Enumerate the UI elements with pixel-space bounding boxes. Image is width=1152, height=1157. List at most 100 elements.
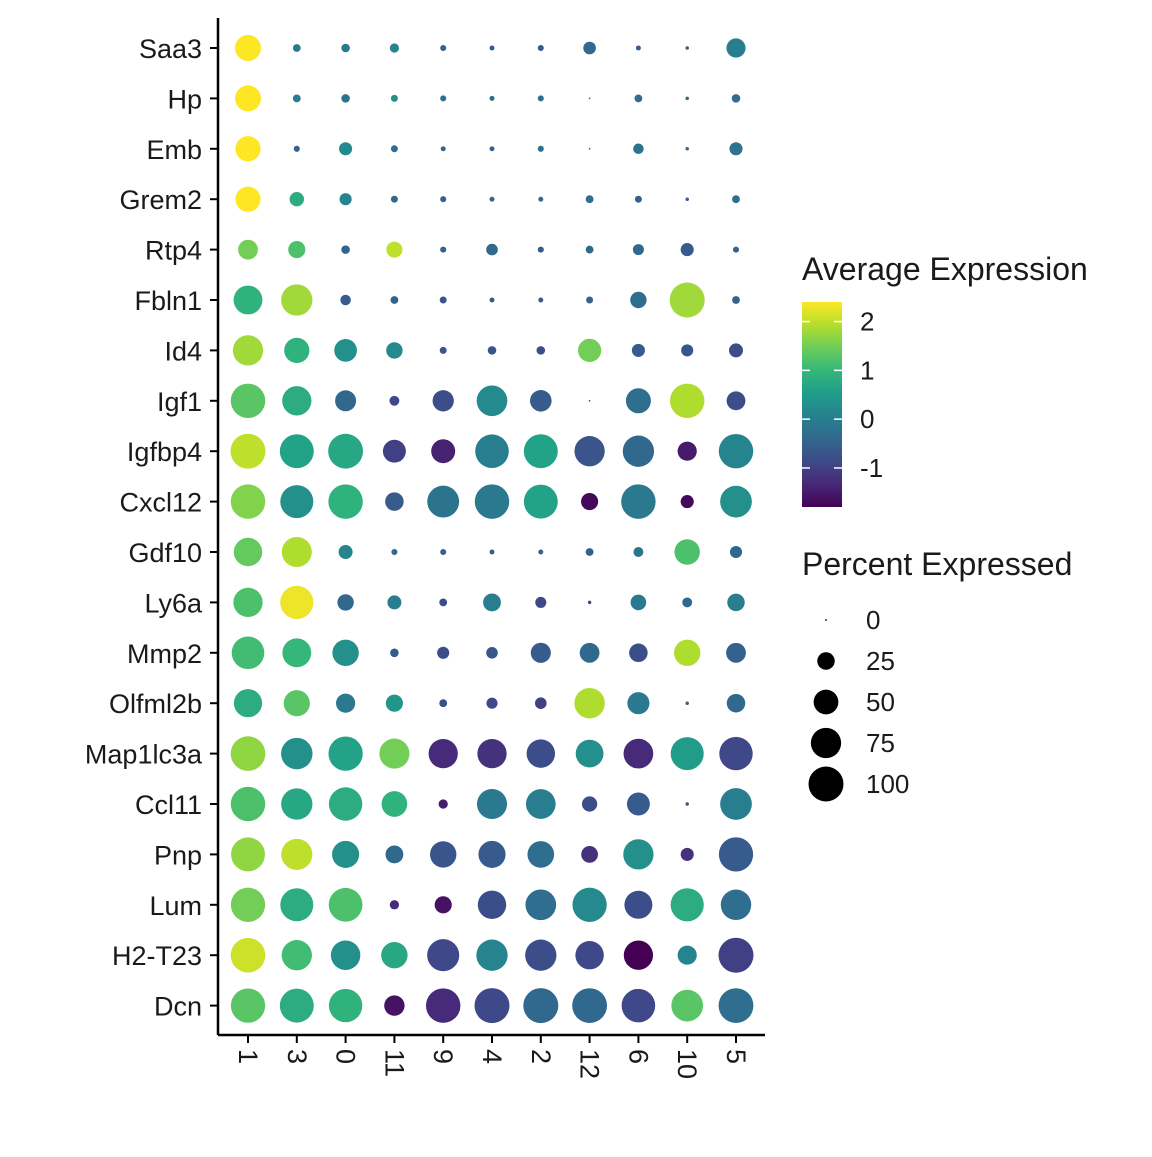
dot-id4-cluster-11 <box>386 342 403 359</box>
dot-h2-t23-cluster-4 <box>476 939 508 971</box>
dot-mmp2-cluster-2 <box>530 642 551 663</box>
dot-mmp2-cluster-1 <box>231 636 265 670</box>
dot-rtp4-cluster-1 <box>238 239 258 260</box>
gene-label: Ccl11 <box>135 790 202 820</box>
dot-map1lc3a-cluster-1 <box>230 736 266 771</box>
dot-olfml2b-cluster-0 <box>336 693 356 713</box>
dot-fbln1-cluster-12 <box>586 296 594 304</box>
dot-map1lc3a-cluster-0 <box>328 736 363 771</box>
dot-lum-cluster-2 <box>525 889 557 921</box>
dot-pnp-cluster-11 <box>385 845 404 864</box>
dot-olfml2b-cluster-4 <box>486 697 498 709</box>
dot-pnp-cluster-4 <box>478 840 506 868</box>
dot-fbln1-cluster-6 <box>630 291 647 309</box>
dot-mmp2-cluster-12 <box>579 642 600 663</box>
dot-ccl11-cluster-2 <box>525 789 556 819</box>
dot-dcn-cluster-9 <box>425 988 461 1023</box>
dot-gdf10-cluster-3 <box>281 536 312 568</box>
dot-igfbp4-cluster-10 <box>677 441 697 461</box>
dot-id4-cluster-3 <box>284 337 310 364</box>
dot-ly6a-cluster-11 <box>387 595 402 610</box>
dot-saa3-cluster-1 <box>235 35 261 61</box>
dot-igfbp4-cluster-12 <box>574 436 605 467</box>
size-legend-tick: 0 <box>866 605 880 635</box>
dot-mmp2-cluster-10 <box>673 639 701 667</box>
dot-rtp4-cluster-10 <box>680 243 694 257</box>
dot-emb-cluster-3 <box>293 145 300 152</box>
dot-olfml2b-cluster-3 <box>283 690 310 717</box>
dot-cxcl12-cluster-6 <box>621 484 656 519</box>
dot-cxcl12-cluster-1 <box>230 484 266 519</box>
dot-ly6a-cluster-6 <box>630 594 647 611</box>
dot-rtp4-cluster-4 <box>486 243 498 256</box>
dot-igfbp4-cluster-5 <box>718 433 754 469</box>
dot-dcn-cluster-3 <box>279 988 314 1023</box>
dot-rtp4-cluster-9 <box>440 246 447 253</box>
dot-h2-t23-cluster-11 <box>381 941 408 969</box>
dot-lum-cluster-5 <box>720 889 752 921</box>
dot-ccl11-cluster-12 <box>581 796 598 812</box>
dot-saa3-cluster-12 <box>583 41 596 55</box>
dot-hp-cluster-4 <box>489 95 495 101</box>
dot-lum-cluster-9 <box>434 896 452 914</box>
dot-mmp2-cluster-9 <box>437 646 450 659</box>
dot-dcn-cluster-5 <box>718 988 754 1024</box>
dot-emb-cluster-4 <box>489 146 495 152</box>
dot-igf1-cluster-5 <box>726 391 746 411</box>
dot-olfml2b-cluster-5 <box>726 693 746 713</box>
cluster-label: 12 <box>575 1049 605 1079</box>
size-legend-dot <box>810 727 842 759</box>
dot-emb-cluster-0 <box>339 142 353 156</box>
dot-igfbp4-cluster-0 <box>328 433 364 469</box>
dot-emb-cluster-2 <box>537 145 544 152</box>
size-legend-dot <box>825 619 827 621</box>
dot-gdf10-cluster-6 <box>633 547 644 557</box>
dot-cxcl12-cluster-5 <box>720 485 752 518</box>
dot-rtp4-cluster-11 <box>386 241 403 258</box>
dot-dcn-cluster-11 <box>384 995 405 1016</box>
dot-id4-cluster-12 <box>577 338 602 363</box>
dot-emb-cluster-9 <box>440 146 446 152</box>
dot-fbln1-cluster-4 <box>489 297 495 303</box>
dot-hp-cluster-5 <box>731 94 741 103</box>
dot-fbln1-cluster-9 <box>439 296 447 304</box>
dot-map1lc3a-cluster-12 <box>575 739 604 768</box>
size-legend-title: Percent Expressed <box>802 546 1072 582</box>
dot-gdf10-cluster-12 <box>585 548 594 556</box>
dot-grem2-cluster-5 <box>732 195 740 204</box>
dot-saa3-cluster-0 <box>341 43 350 53</box>
dot-id4-cluster-1 <box>232 335 264 366</box>
dot-igfbp4-cluster-6 <box>622 435 655 467</box>
gene-label: Hp <box>167 84 202 114</box>
dot-rtp4-cluster-6 <box>632 244 644 256</box>
dot-rtp4-cluster-5 <box>732 246 740 253</box>
legend-layer: Average Expression 2 1 0 -1 Percent Expressed… <box>802 251 1088 802</box>
dot-grem2-cluster-6 <box>634 195 642 203</box>
dot-emb-cluster-1 <box>235 136 261 162</box>
dot-lum-cluster-0 <box>328 887 363 922</box>
dot-h2-t23-cluster-1 <box>230 937 266 973</box>
size-legend-tick: 75 <box>866 728 895 758</box>
dot-ly6a-cluster-9 <box>439 598 448 607</box>
dot-hp-cluster-12 <box>588 97 591 100</box>
dot-h2-t23-cluster-3 <box>281 940 312 971</box>
dot-ly6a-cluster-0 <box>337 594 354 611</box>
dot-olfml2b-cluster-10 <box>685 701 689 705</box>
dot-map1lc3a-cluster-2 <box>526 739 556 768</box>
gene-label: Id4 <box>164 336 202 366</box>
dot-cxcl12-cluster-3 <box>280 485 314 519</box>
dot-map1lc3a-cluster-5 <box>719 736 753 771</box>
dot-grem2-cluster-1 <box>235 186 261 212</box>
dot-dcn-cluster-1 <box>230 988 266 1023</box>
cluster-label: 11 <box>379 1049 409 1077</box>
dot-ccl11-cluster-11 <box>381 791 408 817</box>
dot-pnp-cluster-0 <box>332 840 360 868</box>
dot-lum-cluster-4 <box>477 890 507 920</box>
cluster-label: 4 <box>477 1049 507 1064</box>
dot-lum-cluster-1 <box>230 887 266 922</box>
dot-lum-cluster-3 <box>280 888 314 922</box>
dot-dcn-cluster-6 <box>621 988 656 1023</box>
dot-igf1-cluster-4 <box>476 385 508 417</box>
dot-mmp2-cluster-4 <box>486 646 498 659</box>
dot-grem2-cluster-0 <box>339 193 352 206</box>
